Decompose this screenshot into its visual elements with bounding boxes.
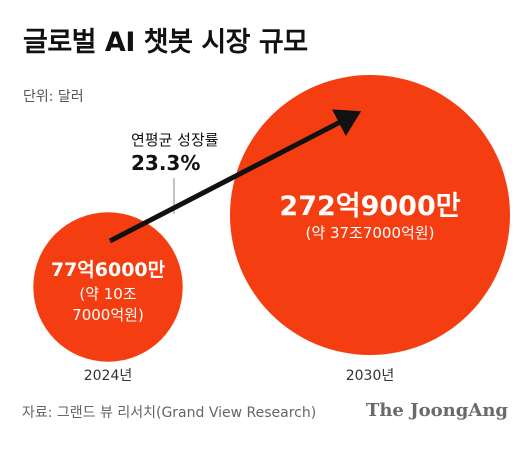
krw-label-0-0: (약 10조 bbox=[79, 285, 137, 303]
bubble-0 bbox=[33, 212, 183, 362]
publisher-logo: The JoongAng bbox=[365, 400, 508, 421]
value-label-1: 272억9000만 bbox=[279, 191, 460, 222]
krw-label-1-0: (약 37조7000억원) bbox=[306, 224, 435, 242]
growth-value: 23.3% bbox=[131, 151, 200, 175]
value-label-0: 77억6000만 bbox=[51, 259, 166, 281]
unit-label: 단위: 달러 bbox=[23, 89, 84, 105]
source-note: 자료: 그랜드 뷰 리서치(Grand View Research) bbox=[22, 405, 317, 421]
krw-label-0-1: 7000억원) bbox=[72, 306, 144, 324]
category-label-1: 2030년 bbox=[346, 368, 395, 384]
growth-label: 연평균 성장률 bbox=[131, 131, 219, 149]
growth-arrow bbox=[108, 109, 362, 244]
chart-title: 글로벌 AI 챗봇 시장 규모 bbox=[23, 27, 308, 58]
category-label-0: 2024년 bbox=[84, 368, 133, 384]
